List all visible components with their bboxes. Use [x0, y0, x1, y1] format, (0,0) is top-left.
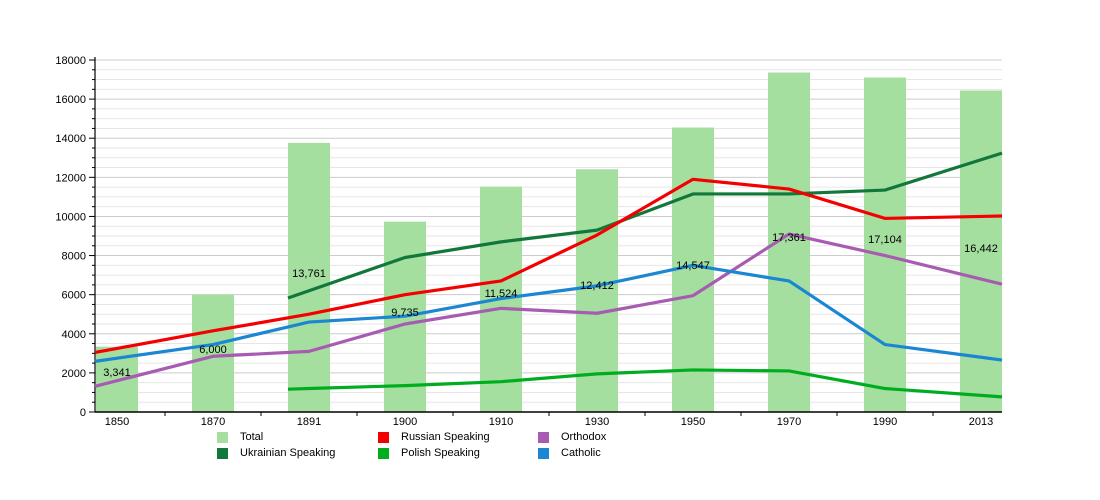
x-tick-label-1950: 1950 [681, 416, 705, 428]
y-tick-label-6000: 6000 [62, 290, 86, 302]
legend-item-catholic: Catholic [538, 447, 601, 460]
bar-label-1930: 12,412 [580, 280, 614, 292]
x-tick-label-1850: 1850 [105, 416, 129, 428]
y-tick-label-8000: 8000 [62, 251, 86, 263]
x-tick-label-2013: 2013 [969, 416, 993, 428]
bar-label-1891: 13,761 [292, 268, 326, 280]
legend-item-polish-speaking: Polish Speaking [378, 447, 480, 460]
bar-label-1900: 9,735 [391, 307, 419, 319]
legend-label-orthodox: Orthodox [561, 431, 607, 443]
legend-swatch-orthodox [538, 432, 549, 443]
bar-total-1930 [576, 169, 618, 412]
bar-total-1870 [192, 294, 234, 412]
legend-swatch-ukrainian-speaking [217, 448, 228, 459]
x-tick-label-1910: 1910 [489, 416, 513, 428]
y-tick-label-4000: 4000 [62, 329, 86, 341]
legend-label-total: Total [240, 431, 264, 443]
line-russian-speaking [94, 177, 1003, 355]
bar-label-1850: 3,341 [103, 367, 131, 379]
bar-label-1950: 14,547 [676, 260, 710, 272]
bar-label-1970: 17,361 [772, 232, 806, 244]
bar-label-1910: 11,524 [485, 288, 518, 300]
y-tick-label-12000: 12000 [55, 172, 86, 184]
y-tick-label-14000: 14000 [55, 133, 86, 145]
line-orthodox [94, 232, 1003, 388]
bar-label-2013: 16,442 [964, 243, 998, 255]
y-tick-label-16000: 16000 [55, 94, 86, 106]
legend-item-orthodox: Orthodox [538, 431, 606, 444]
legend-swatch-total [217, 432, 228, 443]
x-tick-label-1930: 1930 [585, 416, 609, 428]
bar-total-1990 [864, 77, 906, 412]
bar-label-1990: 17,104 [868, 234, 902, 246]
legend-swatch-catholic [538, 448, 549, 459]
x-tick-label-1970: 1970 [777, 416, 801, 428]
x-tick-label-1891: 1891 [297, 416, 321, 428]
legend-swatch-polish-speaking [378, 448, 389, 459]
legend-label-catholic: Catholic [561, 447, 601, 459]
bar-label-1870: 6,000 [199, 344, 227, 356]
line-catholic [94, 263, 1003, 363]
x-tick-label-1870: 1870 [201, 416, 225, 428]
x-tick-label-1990: 1990 [873, 416, 897, 428]
line-polish-speaking [287, 368, 1003, 399]
legend-label-polish-speaking: Polish Speaking [401, 447, 480, 459]
legend-swatch-russian-speaking [378, 432, 389, 443]
y-tick-label-18000: 18000 [55, 55, 86, 67]
y-tick-label-2000: 2000 [62, 368, 86, 380]
x-tick-label-1900: 1900 [393, 416, 417, 428]
legend-item-ukrainian-speaking: Ukrainian Speaking [217, 447, 335, 460]
legend-item-russian-speaking: Russian Speaking [378, 431, 490, 444]
legend-item-total: Total [217, 431, 263, 444]
legend-label-russian-speaking: Russian Speaking [401, 431, 490, 443]
line-ukrainian-speaking [287, 151, 1003, 300]
bar-total-1891 [288, 142, 330, 412]
y-tick-label-10000: 10000 [55, 211, 86, 223]
legend-label-ukrainian-speaking: Ukrainian Speaking [240, 447, 336, 459]
y-tick-label-0: 0 [80, 407, 86, 419]
